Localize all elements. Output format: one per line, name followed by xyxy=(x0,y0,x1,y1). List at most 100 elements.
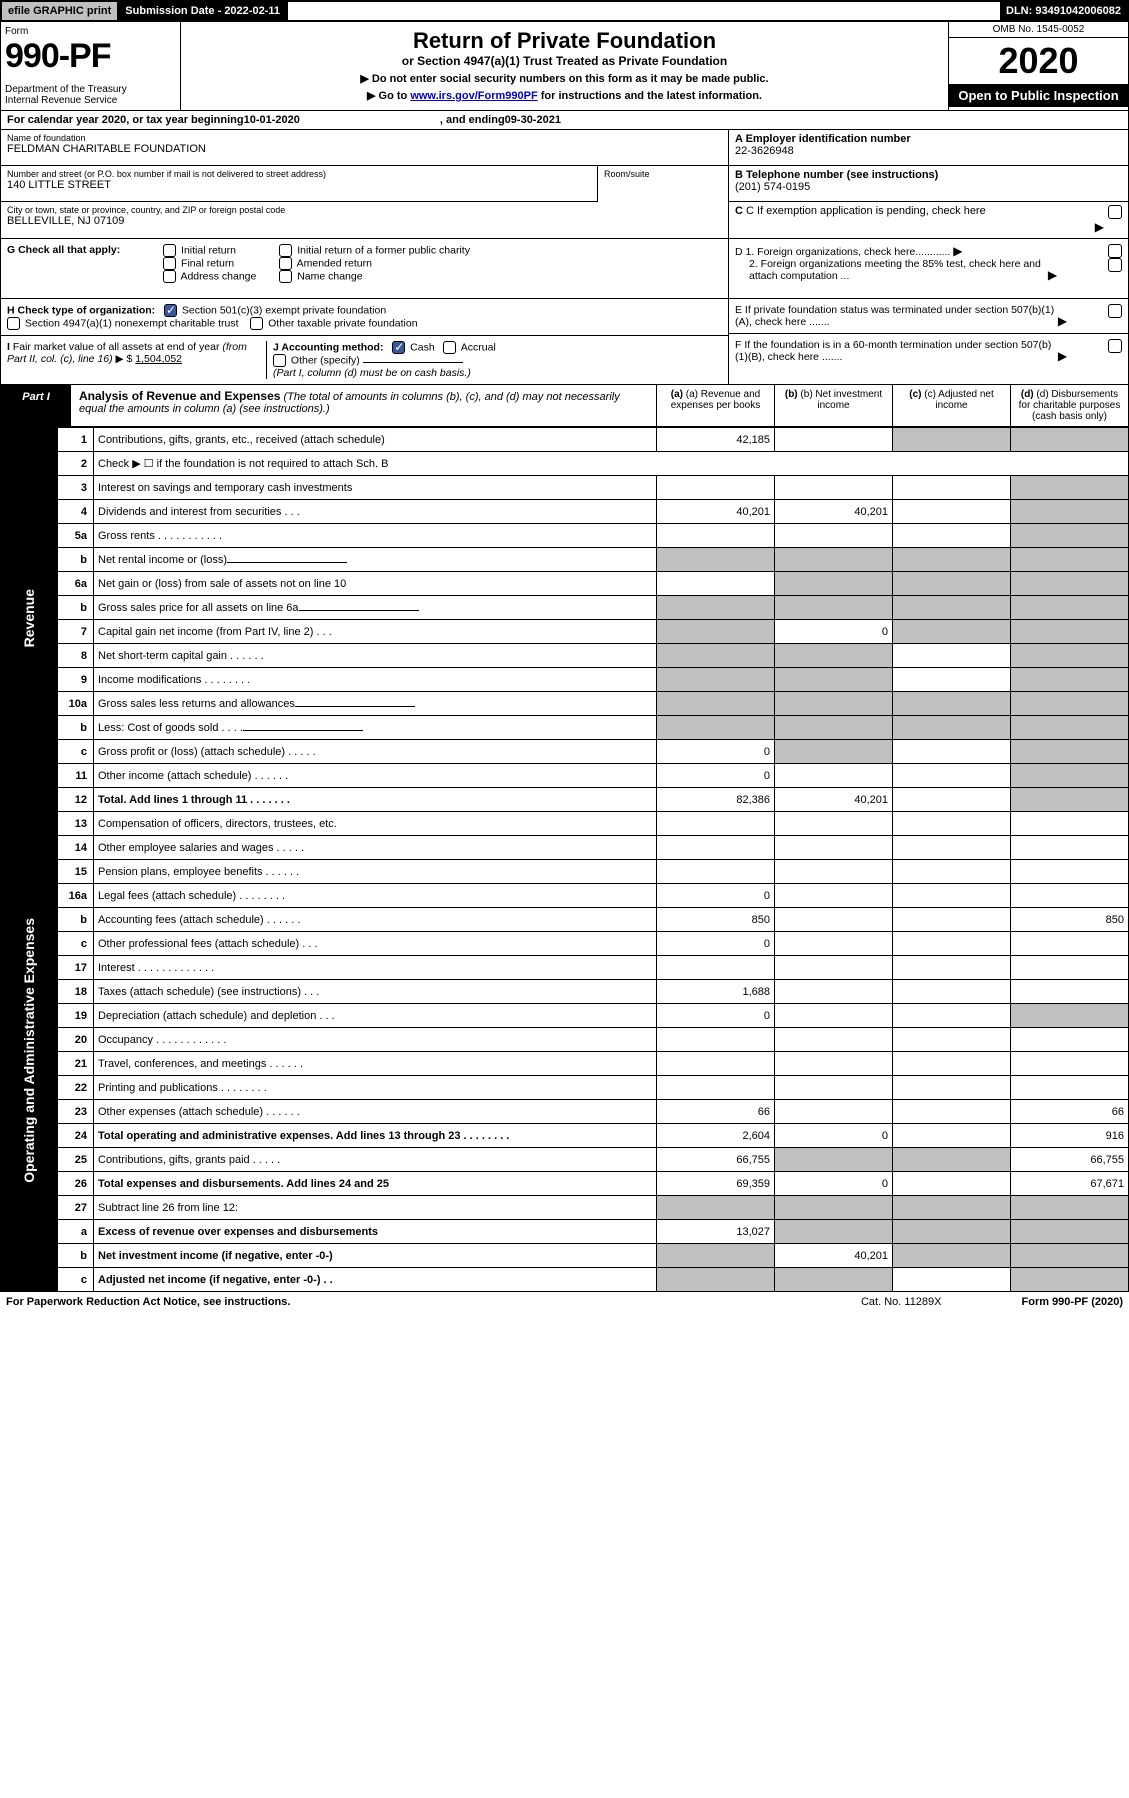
col-a-value xyxy=(657,1052,775,1076)
line-desc: Income modifications . . . . . . . . xyxy=(94,668,657,692)
col-a-value: 82,386 xyxy=(657,788,775,812)
e-section: E If private foundation status was termi… xyxy=(729,299,1128,334)
col-d-value: 66,755 xyxy=(1011,1148,1129,1172)
line-number: b xyxy=(58,596,94,620)
instruction-1: ▶ Do not enter social security numbers o… xyxy=(187,72,942,85)
col-c-value xyxy=(893,1028,1011,1052)
line-desc: Printing and publications . . . . . . . … xyxy=(94,1076,657,1100)
line-number: a xyxy=(58,1220,94,1244)
f-checkbox[interactable] xyxy=(1108,339,1122,353)
line-desc: Excess of revenue over expenses and disb… xyxy=(94,1220,657,1244)
col-c-value xyxy=(893,1124,1011,1148)
d2-checkbox[interactable] xyxy=(1108,258,1122,272)
form-ref: Form 990-PF (2020) xyxy=(1022,1296,1124,1308)
col-b-value: 40,201 xyxy=(775,500,893,524)
ein-label: A Employer identification number xyxy=(735,133,1122,145)
phone-label: B Telephone number (see instructions) xyxy=(735,169,1122,181)
line-number: 25 xyxy=(58,1148,94,1172)
h-section: H Check type of organization: Section 50… xyxy=(1,299,728,336)
col-a-value xyxy=(657,476,775,500)
other-taxable-checkbox[interactable] xyxy=(250,317,263,330)
col-d-value xyxy=(1011,956,1129,980)
revenue-label: Revenue xyxy=(1,428,58,812)
col-d-value xyxy=(1011,644,1129,668)
form-label: Form xyxy=(5,26,176,37)
col-d-value xyxy=(1011,980,1129,1004)
col-d-value xyxy=(1011,476,1129,500)
amended-return-checkbox[interactable] xyxy=(279,257,292,270)
name-change-checkbox[interactable] xyxy=(279,270,292,283)
line-number: 1 xyxy=(58,428,94,452)
col-b-value xyxy=(775,860,893,884)
line-desc: Adjusted net income (if negative, enter … xyxy=(94,1268,657,1292)
line-desc: Interest . . . . . . . . . . . . . xyxy=(94,956,657,980)
501c3-checkbox[interactable] xyxy=(164,304,177,317)
line-number: 17 xyxy=(58,956,94,980)
col-b-value xyxy=(775,1196,893,1220)
other-method-checkbox[interactable] xyxy=(273,354,286,367)
initial-public-checkbox[interactable] xyxy=(279,244,292,257)
col-d-value xyxy=(1011,500,1129,524)
col-b-value xyxy=(775,884,893,908)
col-b-value xyxy=(775,1220,893,1244)
col-c-value xyxy=(893,884,1011,908)
col-c-value xyxy=(893,860,1011,884)
col-a-value xyxy=(657,1244,775,1268)
d1-checkbox[interactable] xyxy=(1108,244,1122,258)
line-desc: Accounting fees (attach schedule) . . . … xyxy=(94,908,657,932)
col-d-value xyxy=(1011,1004,1129,1028)
line-desc: Interest on savings and temporary cash i… xyxy=(94,476,657,500)
col-c-value xyxy=(893,1052,1011,1076)
col-a-value: 0 xyxy=(657,1004,775,1028)
col-d-value xyxy=(1011,1268,1129,1292)
line-desc: Gross profit or (loss) (attach schedule)… xyxy=(94,740,657,764)
col-d-value xyxy=(1011,668,1129,692)
col-d-value xyxy=(1011,716,1129,740)
col-a-value xyxy=(657,836,775,860)
col-a-value xyxy=(657,692,775,716)
col-d-value xyxy=(1011,1196,1129,1220)
col-a-value xyxy=(657,620,775,644)
cash-checkbox[interactable] xyxy=(392,341,405,354)
exemption-checkbox[interactable] xyxy=(1108,205,1122,219)
line-desc: Dividends and interest from securities .… xyxy=(94,500,657,524)
line-desc: Gross rents . . . . . . . . . . . xyxy=(94,524,657,548)
line-number: 26 xyxy=(58,1172,94,1196)
col-a-value: 40,201 xyxy=(657,500,775,524)
line-desc: Less: Cost of goods sold . . . . xyxy=(94,716,657,740)
line-desc: Net gain or (loss) from sale of assets n… xyxy=(94,572,657,596)
line-desc: Gross sales price for all assets on line… xyxy=(94,596,657,620)
col-b-value xyxy=(775,1148,893,1172)
line-number: 9 xyxy=(58,668,94,692)
col-a-value: 0 xyxy=(657,932,775,956)
col-c-value xyxy=(893,572,1011,596)
col-b-value xyxy=(775,524,893,548)
col-c-value xyxy=(893,1268,1011,1292)
col-d-value xyxy=(1011,740,1129,764)
e-checkbox[interactable] xyxy=(1108,304,1122,318)
address-change-checkbox[interactable] xyxy=(163,270,176,283)
col-d-value xyxy=(1011,1052,1129,1076)
initial-return-checkbox[interactable] xyxy=(163,244,176,257)
col-c-value xyxy=(893,980,1011,1004)
line-desc: Check ▶ ☐ if the foundation is not requi… xyxy=(94,452,1129,476)
irs-link[interactable]: www.irs.gov/Form990PF xyxy=(410,90,537,102)
line-number: 11 xyxy=(58,764,94,788)
line-number: 4 xyxy=(58,500,94,524)
col-a-value: 66,755 xyxy=(657,1148,775,1172)
4947-checkbox[interactable] xyxy=(7,317,20,330)
col-d-value xyxy=(1011,524,1129,548)
open-inspection-badge: Open to Public Inspection xyxy=(949,84,1128,107)
ein-value: 22-3626948 xyxy=(735,145,1122,157)
accrual-checkbox[interactable] xyxy=(443,341,456,354)
efile-print-button[interactable]: efile GRAPHIC print xyxy=(2,2,119,20)
col-c-value xyxy=(893,548,1011,572)
line-desc: Travel, conferences, and meetings . . . … xyxy=(94,1052,657,1076)
col-c-value xyxy=(893,428,1011,452)
col-a-value: 66 xyxy=(657,1100,775,1124)
j-section: J Accounting method: Cash Accrual Other … xyxy=(267,341,722,379)
address-value: 140 LITTLE STREET xyxy=(7,179,591,191)
col-a-value xyxy=(657,1028,775,1052)
final-return-checkbox[interactable] xyxy=(163,257,176,270)
city-value: BELLEVILLE, NJ 07109 xyxy=(7,215,722,227)
